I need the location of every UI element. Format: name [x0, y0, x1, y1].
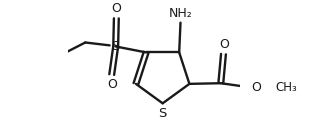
Text: S: S: [111, 40, 120, 53]
Text: NH₂: NH₂: [168, 7, 193, 20]
Text: O: O: [111, 2, 121, 15]
Text: O: O: [107, 78, 117, 91]
Text: CH₃: CH₃: [275, 81, 297, 94]
Text: O: O: [219, 38, 229, 51]
Text: S: S: [158, 107, 167, 120]
Text: O: O: [251, 81, 261, 94]
